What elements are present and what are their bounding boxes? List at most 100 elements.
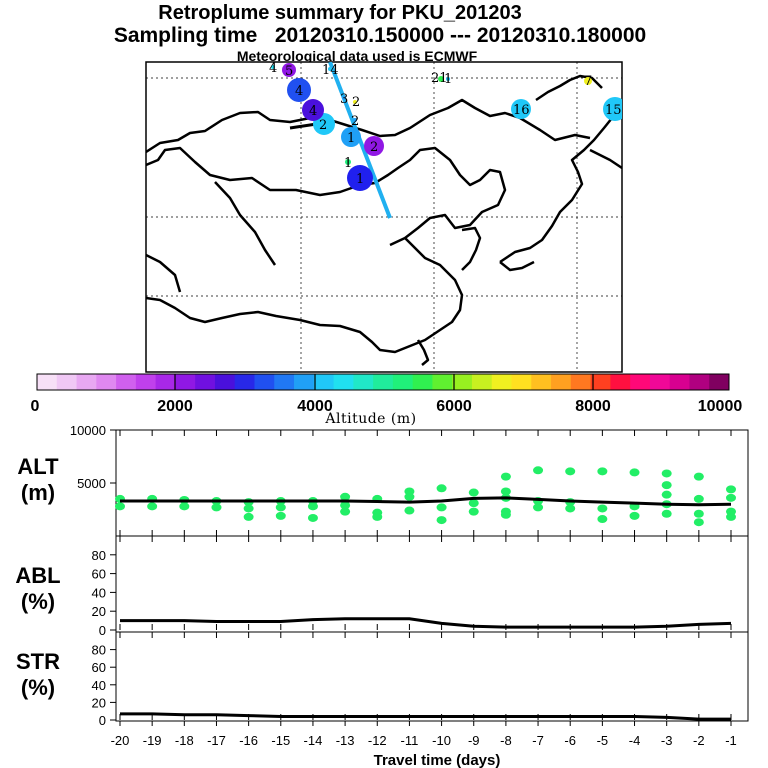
alt-point xyxy=(372,512,383,521)
alt-point xyxy=(436,503,447,512)
figure-title: Retroplume summary for PKU_201203 xyxy=(158,2,521,24)
colorbar-swatch xyxy=(649,374,671,390)
svg-text:15: 15 xyxy=(605,103,622,118)
svg-text:4: 4 xyxy=(309,104,317,119)
colorbar-swatch xyxy=(155,374,176,390)
map-borders xyxy=(146,74,622,366)
x-tick-label: -4 xyxy=(629,733,641,748)
colorbar-swatch xyxy=(432,374,453,390)
alt-point xyxy=(500,510,511,519)
colorbar-swatch xyxy=(551,374,572,390)
colorbar-tick-label: 0 xyxy=(31,398,40,415)
colorbar-swatch xyxy=(630,374,651,390)
colorbar-swatch xyxy=(531,374,552,390)
alt-point xyxy=(726,493,736,502)
alt-point xyxy=(211,503,222,512)
str-frame xyxy=(115,631,749,722)
colorbar-swatch xyxy=(274,374,295,390)
alt-point xyxy=(661,509,672,518)
alt-point xyxy=(243,504,254,513)
map-marker: 1 xyxy=(444,72,452,87)
abl-y-tick-label: 20 xyxy=(92,604,106,619)
colorbar-label: Altitude (m) xyxy=(324,411,416,427)
map-marker: 1 xyxy=(341,127,361,147)
svg-text:16: 16 xyxy=(513,103,530,118)
map-marker: 21 xyxy=(431,71,448,86)
x-tick-label: -9 xyxy=(468,733,480,748)
abl-ticks: 80 60 40 20 0 xyxy=(92,536,732,638)
alt-point xyxy=(500,472,511,481)
svg-text:7: 7 xyxy=(584,74,592,89)
alt-point xyxy=(115,502,125,511)
colorbar-swatch xyxy=(333,374,354,390)
sampling-time: Sampling time 20120310.150000 --- 201203… xyxy=(114,24,646,47)
alt-ticks: 10000 5000 xyxy=(70,423,732,536)
svg-text:2: 2 xyxy=(370,140,378,155)
map-marker: 1 xyxy=(344,156,352,171)
colorbar-swatch xyxy=(491,374,513,390)
map-markers: 1 2 1 2 4 4 5 4 3 2 2 1 14 21 1 16 15 7 xyxy=(269,62,622,191)
alt-point xyxy=(307,513,318,522)
colorbar-swatch xyxy=(471,374,493,390)
alt-frame xyxy=(115,429,749,537)
svg-text:1: 1 xyxy=(444,72,452,87)
map-marker: 15 xyxy=(603,97,622,121)
svg-text:21: 21 xyxy=(431,71,448,86)
str-y-tick-label: 40 xyxy=(92,678,106,693)
alt-point xyxy=(179,502,190,511)
colorbar-swatch xyxy=(56,374,78,390)
colorbar-swatch xyxy=(709,374,730,390)
x-tick-label: -3 xyxy=(661,733,673,748)
x-tick-label: -1 xyxy=(725,733,737,748)
x-tick-label: -5 xyxy=(597,733,609,748)
alt-point xyxy=(404,492,415,501)
map-panel: 1 2 1 2 4 4 5 4 3 2 2 1 14 21 1 16 15 7 xyxy=(145,61,623,373)
abl-y-tick-label: 40 xyxy=(92,585,106,600)
map-marker: 7 xyxy=(584,74,592,89)
x-tick-label: -2 xyxy=(693,733,705,748)
svg-text:2: 2 xyxy=(351,114,359,129)
alt-point xyxy=(436,516,447,525)
alt-point xyxy=(661,490,672,499)
svg-text:2: 2 xyxy=(319,118,327,133)
x-axis-title: Travel time (days) xyxy=(374,752,501,768)
alt-point xyxy=(500,487,511,496)
x-tick-label: -8 xyxy=(500,733,512,748)
colorbar-swatch xyxy=(590,374,611,390)
x-tick-label: -6 xyxy=(564,733,576,748)
alt-point xyxy=(468,488,479,497)
alt-mean-line xyxy=(120,496,732,507)
alt-point xyxy=(693,509,704,518)
str-panel-label-unit: (%) xyxy=(21,675,55,700)
colorbar-swatch xyxy=(669,374,690,390)
colorbar-border xyxy=(36,373,730,391)
abl-panel-label-unit: (%) xyxy=(21,589,55,614)
colorbar-tick-label: 8000 xyxy=(575,398,611,415)
alt-point xyxy=(693,472,704,481)
alt-point xyxy=(307,502,318,511)
map-marker: 2 xyxy=(352,95,360,110)
colorbar-swatch xyxy=(254,374,275,390)
x-axis-ticks: -20 -19 -18 -17 -16 -15 -14 -13 -12 -11 -10 -9 -8 -7 -… xyxy=(111,721,737,748)
svg-text:14: 14 xyxy=(322,63,339,78)
alt-panel-label-name: ALT xyxy=(17,454,59,479)
colorbar-tick-label: 6000 xyxy=(436,398,472,415)
map-content: 1 2 1 2 4 4 5 4 3 2 2 1 14 21 1 16 15 7 xyxy=(146,62,622,372)
x-tick-label: -14 xyxy=(304,733,323,748)
alt-point xyxy=(404,506,415,515)
alt-point xyxy=(147,502,158,511)
map-marker: 3 xyxy=(340,92,348,107)
colorbar-ticks: 0 2000 4000 6000 8000 10000 xyxy=(31,398,743,415)
alt-point xyxy=(597,515,608,524)
alt-point xyxy=(565,504,576,513)
map-marker: 16 xyxy=(511,99,531,119)
alt-point xyxy=(597,504,608,513)
colorbar-swatch xyxy=(412,374,433,390)
alt-point xyxy=(243,512,254,521)
alt-point xyxy=(340,507,351,516)
colorbar-swatch xyxy=(175,374,196,390)
abl-frame xyxy=(115,535,749,633)
alt-point xyxy=(693,494,704,503)
alt-point xyxy=(340,492,351,501)
